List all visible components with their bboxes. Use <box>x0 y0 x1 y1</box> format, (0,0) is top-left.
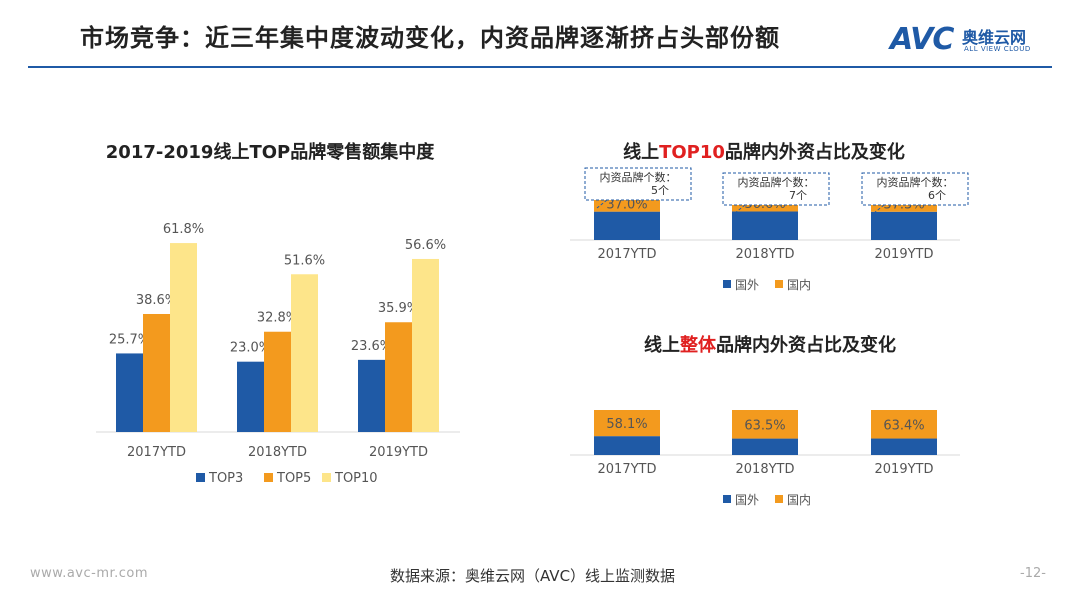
page-number: -12- <box>1020 566 1046 581</box>
x-tick-label: 2019YTD <box>369 445 428 460</box>
legend-swatch-domestic <box>775 495 783 503</box>
chart3-title-part-1: 整体 <box>679 334 717 356</box>
callout-line-1: 内资品牌个数： <box>600 170 677 184</box>
stack-domestic-2017ytd <box>594 410 660 437</box>
chart3-title: 线上整体品牌内外资占比及变化 <box>644 334 896 356</box>
legend-swatch-top3 <box>196 473 205 482</box>
stack-foreign-2019ytd <box>871 438 937 455</box>
avc-logo: AVC 奥维云网 ALL VIEW CLOUD <box>890 22 1060 58</box>
callout-line-2: 5个 <box>651 184 669 197</box>
callout-text-2: 内资品牌个数： 6个 <box>877 175 954 202</box>
data-label-domestic-2019ytd: 63.4% <box>883 418 924 433</box>
chart1-title: 2017-2019线上TOP品牌零售额集中度 <box>106 141 435 163</box>
callout-line-2: 7个 <box>789 189 807 202</box>
callout-box-1 <box>722 172 830 206</box>
data-label-domestic-2017ytd: 58.1% <box>606 417 647 432</box>
legend-label-foreign: 国外 <box>735 493 759 507</box>
data-source-note: 数据来源：奥维云网（AVC）线上监测数据 <box>390 567 676 585</box>
top10-share-chart: 线上TOP10品牌内外资占比及变化37.0%2017YTD36.6%2018YT… <box>570 141 969 292</box>
data-label-top3-2017ytd: 25.7% <box>109 332 150 347</box>
bar-top10-2019ytd <box>412 258 439 432</box>
legend-label-domestic: 国内 <box>787 493 811 507</box>
x-tick-label: 2017YTD <box>598 462 657 477</box>
legend-swatch-domestic <box>775 280 783 288</box>
bar-top5-2019ytd <box>385 322 412 432</box>
bar-top10-2018ytd <box>291 274 318 432</box>
legend-swatch-top5 <box>264 473 273 482</box>
x-tick-label: 2018YTD <box>248 445 307 460</box>
bar-top3-2017ytd <box>116 353 143 432</box>
data-label-top3-2018ytd: 23.0% <box>230 341 271 356</box>
bar-top5-2018ytd <box>264 331 291 432</box>
data-label-top5-2018ytd: 32.8% <box>257 311 298 326</box>
footer-url: www.avc-mr.com <box>30 566 149 581</box>
chart3-title-part-2: 品牌内外资占比及变化 <box>716 334 896 356</box>
callout-line-2: 6个 <box>928 189 946 202</box>
x-tick-label: 2018YTD <box>736 462 795 477</box>
legend-label-top10: TOP10 <box>334 471 378 486</box>
logo-subtitle: ALL VIEW CLOUD <box>964 45 1031 53</box>
legend-swatch-foreign <box>723 280 731 288</box>
data-label-top10-2017ytd: 61.8% <box>163 222 204 237</box>
callout-pointer-0 <box>596 199 608 209</box>
x-tick-label: 2017YTD <box>598 247 657 262</box>
page-title: 市场竞争：近三年集中度波动变化，内资品牌逐渐挤占头部份额 <box>80 24 780 52</box>
callout-pointer-2 <box>873 204 885 214</box>
callout-text-0: 内资品牌个数： 5个 <box>600 170 677 197</box>
legend-label-domestic: 国内 <box>787 278 811 292</box>
data-label-top3-2019ytd: 23.6% <box>351 339 392 354</box>
data-label-top5-2017ytd: 38.6% <box>136 293 177 308</box>
callout-text-1: 内资品牌个数： 7个 <box>738 175 815 202</box>
stack-foreign-2018ytd <box>732 438 798 455</box>
callout-box-0 <box>584 167 692 201</box>
chart2-title-part-0: 线上 <box>623 141 659 163</box>
legend-label-foreign: 国外 <box>735 278 759 292</box>
data-label-domestic-2017ytd: 37.0% <box>606 197 647 212</box>
bar-top10-2017ytd <box>170 243 197 432</box>
legend-swatch-top10 <box>322 473 331 482</box>
chart2-title-part-2: 品牌内外资占比及变化 <box>725 141 905 163</box>
x-tick-label: 2019YTD <box>875 247 934 262</box>
callout-box-2 <box>861 172 969 206</box>
stack-foreign-2017ytd <box>594 211 660 240</box>
bar-top3-2018ytd <box>237 361 264 432</box>
x-tick-label: 2019YTD <box>875 462 934 477</box>
chart2-title-part-1: TOP10 <box>659 142 725 163</box>
concentration-chart: 2017-2019线上TOP品牌零售额集中度 25.7% 38.6% 61.8% 201… <box>96 141 460 486</box>
callout-line-1: 内资品牌个数： <box>738 175 815 189</box>
stack-foreign-2018ytd <box>732 211 798 240</box>
stack-domestic-2018ytd <box>732 410 798 439</box>
legend-label-top3: TOP3 <box>208 471 243 486</box>
chart2-title: 线上TOP10品牌内外资占比及变化 <box>623 141 905 163</box>
title-divider <box>28 66 1052 68</box>
data-label-domestic-2018ytd: 63.5% <box>744 418 785 433</box>
overall-share-chart: 线上整体品牌内外资占比及变化 58.1% 2017YTD 63.5% 2018YTD 63… <box>570 334 960 507</box>
callout-pointer-1 <box>734 204 746 214</box>
stack-domestic-2019ytd <box>871 410 937 439</box>
bar-top3-2019ytd <box>358 359 385 432</box>
stack-foreign-2017ytd <box>594 436 660 455</box>
stack-foreign-2019ytd <box>871 211 937 240</box>
x-tick-label: 2018YTD <box>736 247 795 262</box>
data-label-top10-2019ytd: 56.6% <box>405 238 446 253</box>
legend-label-top5: TOP5 <box>276 471 311 486</box>
bar-top5-2017ytd <box>143 313 170 432</box>
data-label-top5-2019ytd: 35.9% <box>378 301 419 316</box>
chart3-title-part-0: 线上 <box>644 334 680 356</box>
callout-line-1: 内资品牌个数： <box>877 175 954 189</box>
data-label-top10-2018ytd: 51.6% <box>284 253 325 268</box>
x-tick-label: 2017YTD <box>127 445 186 460</box>
legend-swatch-foreign <box>723 495 731 503</box>
logo-mark: AVC <box>890 22 954 57</box>
logo-name: 奥维云网 <box>962 28 1027 47</box>
